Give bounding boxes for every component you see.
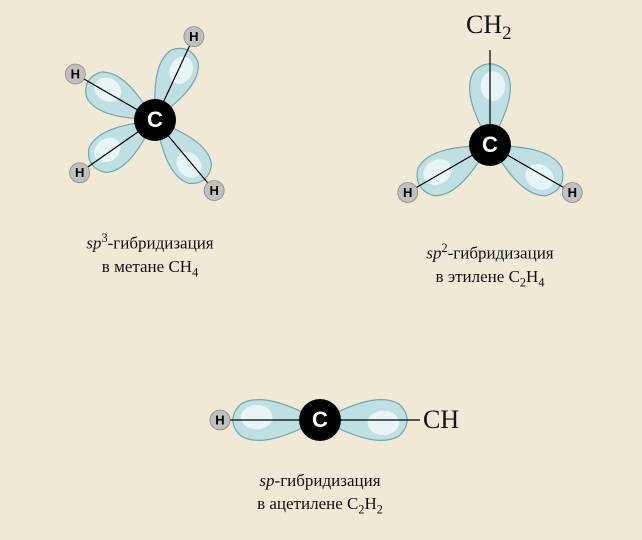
sp3-caption: sp3-гибридизация в метане CH4 bbox=[20, 230, 280, 281]
svg-text:H: H bbox=[71, 66, 80, 81]
svg-text:H: H bbox=[568, 185, 577, 200]
sp2-prefix: sp bbox=[426, 244, 441, 263]
sp3-diagram: H H H H C bbox=[20, 0, 280, 240]
sp2-line2a: в этилене C bbox=[436, 267, 520, 286]
svg-text:C: C bbox=[147, 107, 163, 132]
sp-right-label: CH bbox=[423, 405, 459, 435]
sp2-mid: -гибридизация bbox=[448, 244, 554, 263]
sp-caption: sp-гибридизация в ацетилене C2H2 bbox=[190, 470, 450, 518]
sp3-mid: -гибридизация bbox=[108, 234, 214, 253]
sp3-prefix: sp bbox=[86, 234, 101, 253]
sp2-panel: H H C bbox=[360, 20, 620, 250]
sp-prefix: sp bbox=[259, 471, 274, 490]
svg-text:H: H bbox=[189, 29, 198, 44]
sp2-diagram: H H C bbox=[360, 20, 620, 250]
svg-text:C: C bbox=[482, 132, 498, 157]
svg-text:H: H bbox=[403, 185, 412, 200]
sp2-caption: sp2-гибридизация в этилене C2H4 bbox=[360, 240, 620, 291]
svg-text:H: H bbox=[75, 165, 84, 180]
sp3-line2sub: 4 bbox=[192, 265, 198, 279]
svg-text:H: H bbox=[215, 412, 224, 427]
sp-mid: -гибридизация bbox=[275, 471, 381, 490]
svg-text:C: C bbox=[312, 407, 328, 432]
sp-line2a: в ацетилене C bbox=[257, 494, 358, 513]
sp3-line2a: в метане CH bbox=[102, 257, 192, 276]
sp3-panel: H H H H C bbox=[20, 0, 280, 240]
svg-text:H: H bbox=[209, 183, 218, 198]
